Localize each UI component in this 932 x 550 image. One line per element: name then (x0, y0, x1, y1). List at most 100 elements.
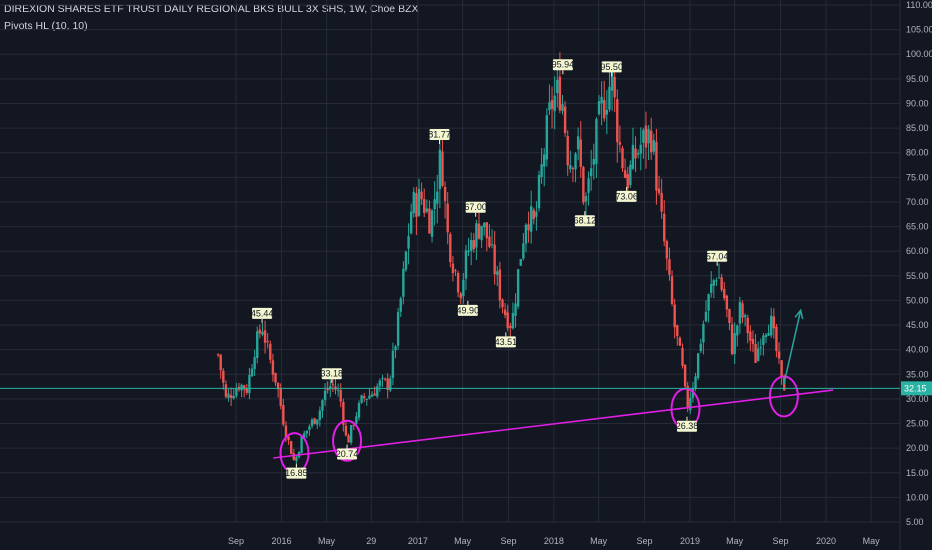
candle-body (540, 164, 543, 177)
price-axis[interactable]: 5.00 10.00 15.00 20.00 25.00 30.00 35.00 40.00 4… (899, 0, 932, 550)
candle-body (391, 350, 395, 378)
time-axis[interactable]: Sep 2016 May 29 2017 May Sep 2018 May Sep 2019 May S… (0, 521, 900, 546)
candle-body (425, 208, 429, 212)
candle-body (673, 304, 676, 328)
candle-body (527, 224, 530, 231)
candle-body (224, 384, 228, 397)
candle-body (409, 211, 413, 234)
pivot-box (252, 307, 273, 319)
candle-body (365, 398, 369, 400)
candle-body (647, 129, 650, 144)
time-tick-label: May (590, 536, 608, 546)
pivot-label: 73.06 (615, 191, 638, 201)
candle-body (613, 76, 616, 98)
candle-body (396, 312, 400, 346)
projection-arrow-head (794, 308, 804, 320)
candle-body (386, 378, 389, 390)
candle-body (636, 152, 640, 155)
candle-body (712, 280, 716, 286)
candle-body (402, 268, 405, 297)
candle-body (642, 129, 645, 143)
support-circle (279, 432, 310, 475)
candle-body (618, 142, 622, 145)
time-tick-label: 2018 (544, 536, 564, 546)
candle-body (694, 376, 697, 389)
price-tick-label: 45.00 (906, 320, 929, 330)
candle-body (321, 400, 324, 411)
candle-body (749, 331, 752, 341)
candle-body (626, 174, 629, 189)
candle-body (349, 425, 353, 443)
candle-body (519, 259, 522, 266)
candle-body (616, 99, 619, 143)
pivot-label: 20.74 (336, 449, 359, 459)
candle-body (746, 317, 749, 334)
candle-body (723, 288, 726, 299)
candle-body (242, 385, 246, 390)
indicator-label: Pivots HL (10, 10) (4, 20, 88, 32)
candle-body (316, 419, 319, 425)
candle-body (657, 188, 661, 193)
candle-body (331, 384, 335, 386)
candle-body (496, 271, 499, 275)
candle-body (271, 360, 275, 375)
time-tick-label: Sep (228, 536, 244, 546)
pivot-box (616, 190, 637, 202)
candle-body (670, 276, 674, 304)
candle-body (738, 301, 742, 324)
time-tick-label: Sep (636, 536, 652, 546)
time-tick-label: May (726, 536, 744, 546)
price-tick-label: 50.00 (906, 295, 929, 305)
candle-body (681, 347, 684, 366)
candle-body (490, 243, 494, 245)
candle-body (524, 224, 528, 244)
candle-body (475, 223, 478, 248)
pivot-box (707, 250, 728, 262)
candle-body (235, 388, 238, 396)
time-tick-label: May (863, 536, 881, 546)
candle-body (430, 210, 434, 237)
candle-body (229, 395, 233, 398)
candle-body (702, 323, 705, 343)
candle-body (493, 244, 496, 275)
time-tick-label: May (318, 536, 336, 546)
candle-body (355, 416, 358, 424)
candle-body (571, 168, 575, 170)
candle-body (644, 125, 648, 148)
candle-body (428, 208, 431, 234)
candle-body (373, 393, 376, 396)
candle-body (683, 364, 687, 387)
candle-body (587, 178, 590, 193)
candle-body (417, 188, 421, 216)
candle-body (412, 191, 415, 213)
pivot-box (601, 61, 622, 73)
candle-body (441, 151, 444, 186)
candle-body (308, 426, 311, 430)
candle-body (660, 192, 663, 212)
pivot-label: 67.00 (464, 202, 487, 212)
candle-body (503, 309, 507, 316)
candle-body (634, 148, 637, 159)
annotations (273, 308, 834, 475)
candle-body (462, 279, 465, 297)
candle-body (600, 96, 603, 104)
candle-body (363, 396, 366, 399)
candle-body (639, 144, 642, 154)
pivot-box (286, 467, 307, 479)
candle-body (550, 100, 554, 109)
candle-body (305, 430, 309, 434)
candle-body (240, 384, 243, 391)
candle-body (610, 71, 614, 91)
candle-series (216, 52, 786, 464)
candle-body (368, 395, 371, 399)
candle-body (219, 354, 222, 371)
price-tick-label: 100.00 (906, 49, 932, 59)
time-tick-label: May (454, 536, 472, 546)
time-tick-label: Sep (773, 536, 789, 546)
pivot-label: 81.77 (428, 129, 451, 139)
candle-body (216, 354, 220, 356)
candle-body (376, 386, 379, 397)
candle-body (467, 250, 470, 253)
candle-body (676, 325, 679, 337)
